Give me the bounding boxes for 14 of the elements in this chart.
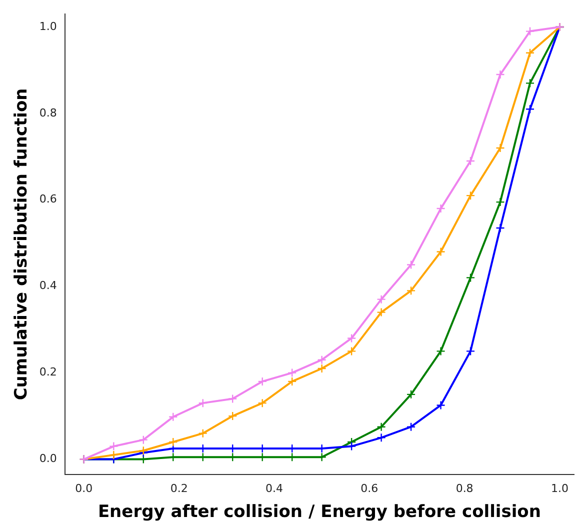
y-tick-label: 0.6: [39, 192, 57, 206]
y-tick-label: 0.2: [39, 366, 57, 379]
x-tick-label: 0.8: [456, 482, 474, 495]
x-tick-label: 0.4: [265, 482, 283, 495]
x-tick-label: 0.0: [75, 482, 93, 495]
y-axis-title: Cumulative distribution function: [12, 88, 32, 400]
x-tick-label: 0.6: [360, 482, 378, 495]
x-tick-label: 1.0: [550, 482, 568, 495]
y-tick-label: 0.8: [39, 106, 57, 120]
y-tick-label: 1.0: [39, 20, 57, 33]
y-tick-label: 0.0: [39, 452, 57, 466]
x-tick-label: 0.2: [170, 482, 188, 495]
x-axis-title: Energy after collision / Energy before collision: [98, 502, 541, 522]
y-tick-label: 0.4: [39, 279, 57, 292]
